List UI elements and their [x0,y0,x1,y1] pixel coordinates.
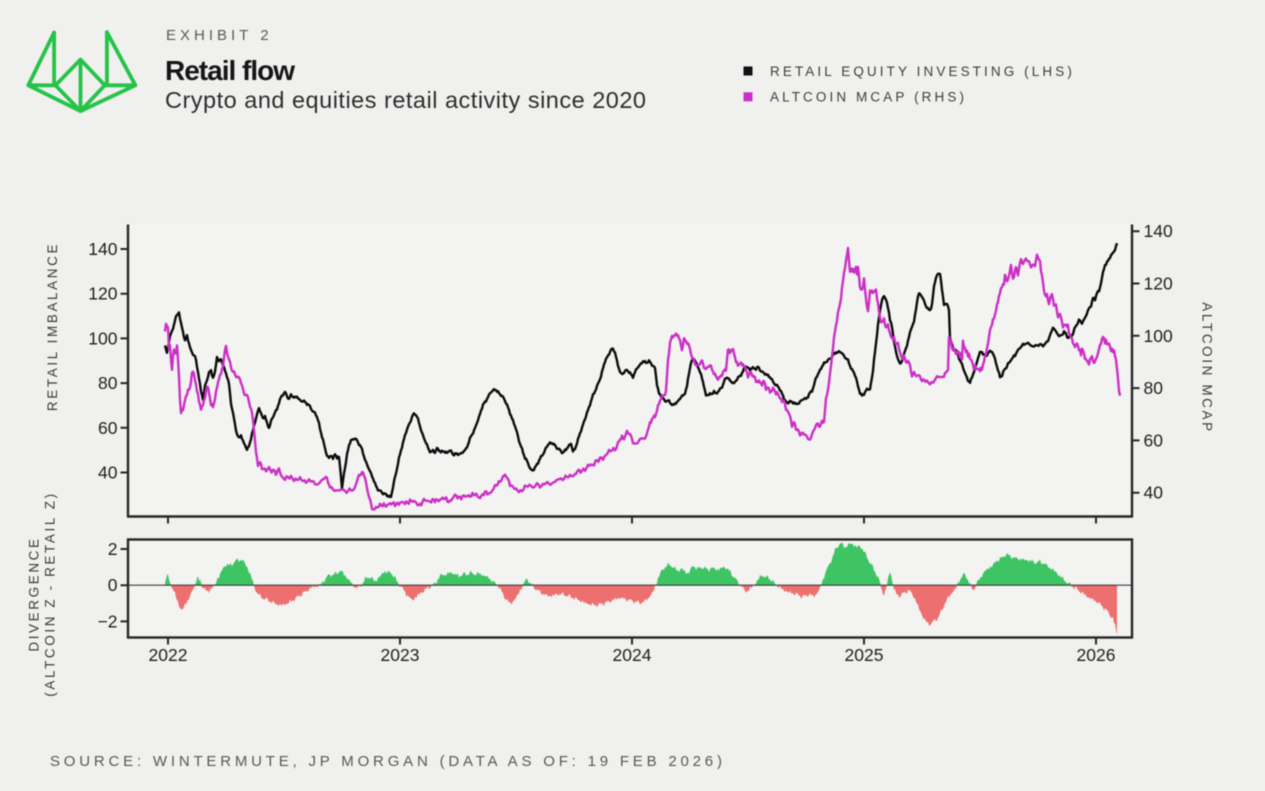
svg-text:EXHIBIT 2: EXHIBIT 2 [166,27,273,44]
svg-text:2023: 2023 [381,645,420,665]
svg-text:40: 40 [98,463,118,483]
svg-text:Crypto and equities retail act: Crypto and equities retail activity sinc… [165,87,647,113]
svg-text:0: 0 [108,575,118,595]
svg-text:2026: 2026 [1077,645,1116,665]
svg-text:DIVERGENCE: DIVERGENCE [27,536,42,651]
svg-text:80: 80 [98,373,118,393]
svg-text:SOURCE: WINTERMUTE, JP MORGAN: SOURCE: WINTERMUTE, JP MORGAN (DATA AS O… [50,753,726,770]
svg-text:2022: 2022 [149,645,188,665]
svg-text:RETAIL EQUITY INVESTING (LHS): RETAIL EQUITY INVESTING (LHS) [770,64,1075,79]
svg-text:(ALTCOIN Z - RETAIL Z): (ALTCOIN Z - RETAIL Z) [43,491,58,696]
svg-text:120: 120 [88,284,117,304]
svg-text:60: 60 [1144,430,1164,450]
svg-text:100: 100 [88,328,117,348]
svg-text:2025: 2025 [845,645,884,665]
svg-text:140: 140 [88,239,117,259]
svg-text:60: 60 [98,418,118,438]
svg-text:2024: 2024 [613,645,652,665]
svg-text:Retail flow: Retail flow [165,55,295,86]
svg-text:2: 2 [108,539,118,559]
svg-text:80: 80 [1144,378,1164,398]
svg-text:100: 100 [1144,326,1173,346]
svg-text:−2: −2 [98,611,118,631]
svg-text:140: 140 [1144,221,1173,241]
svg-text:ALTCOIN MCAP (RHS): ALTCOIN MCAP (RHS) [770,90,967,105]
svg-text:RETAIL IMBALANCE: RETAIL IMBALANCE [45,242,60,411]
svg-text:ALTCOIN MCAP: ALTCOIN MCAP [1200,302,1215,433]
svg-text:40: 40 [1144,483,1164,503]
svg-text:120: 120 [1144,274,1173,294]
